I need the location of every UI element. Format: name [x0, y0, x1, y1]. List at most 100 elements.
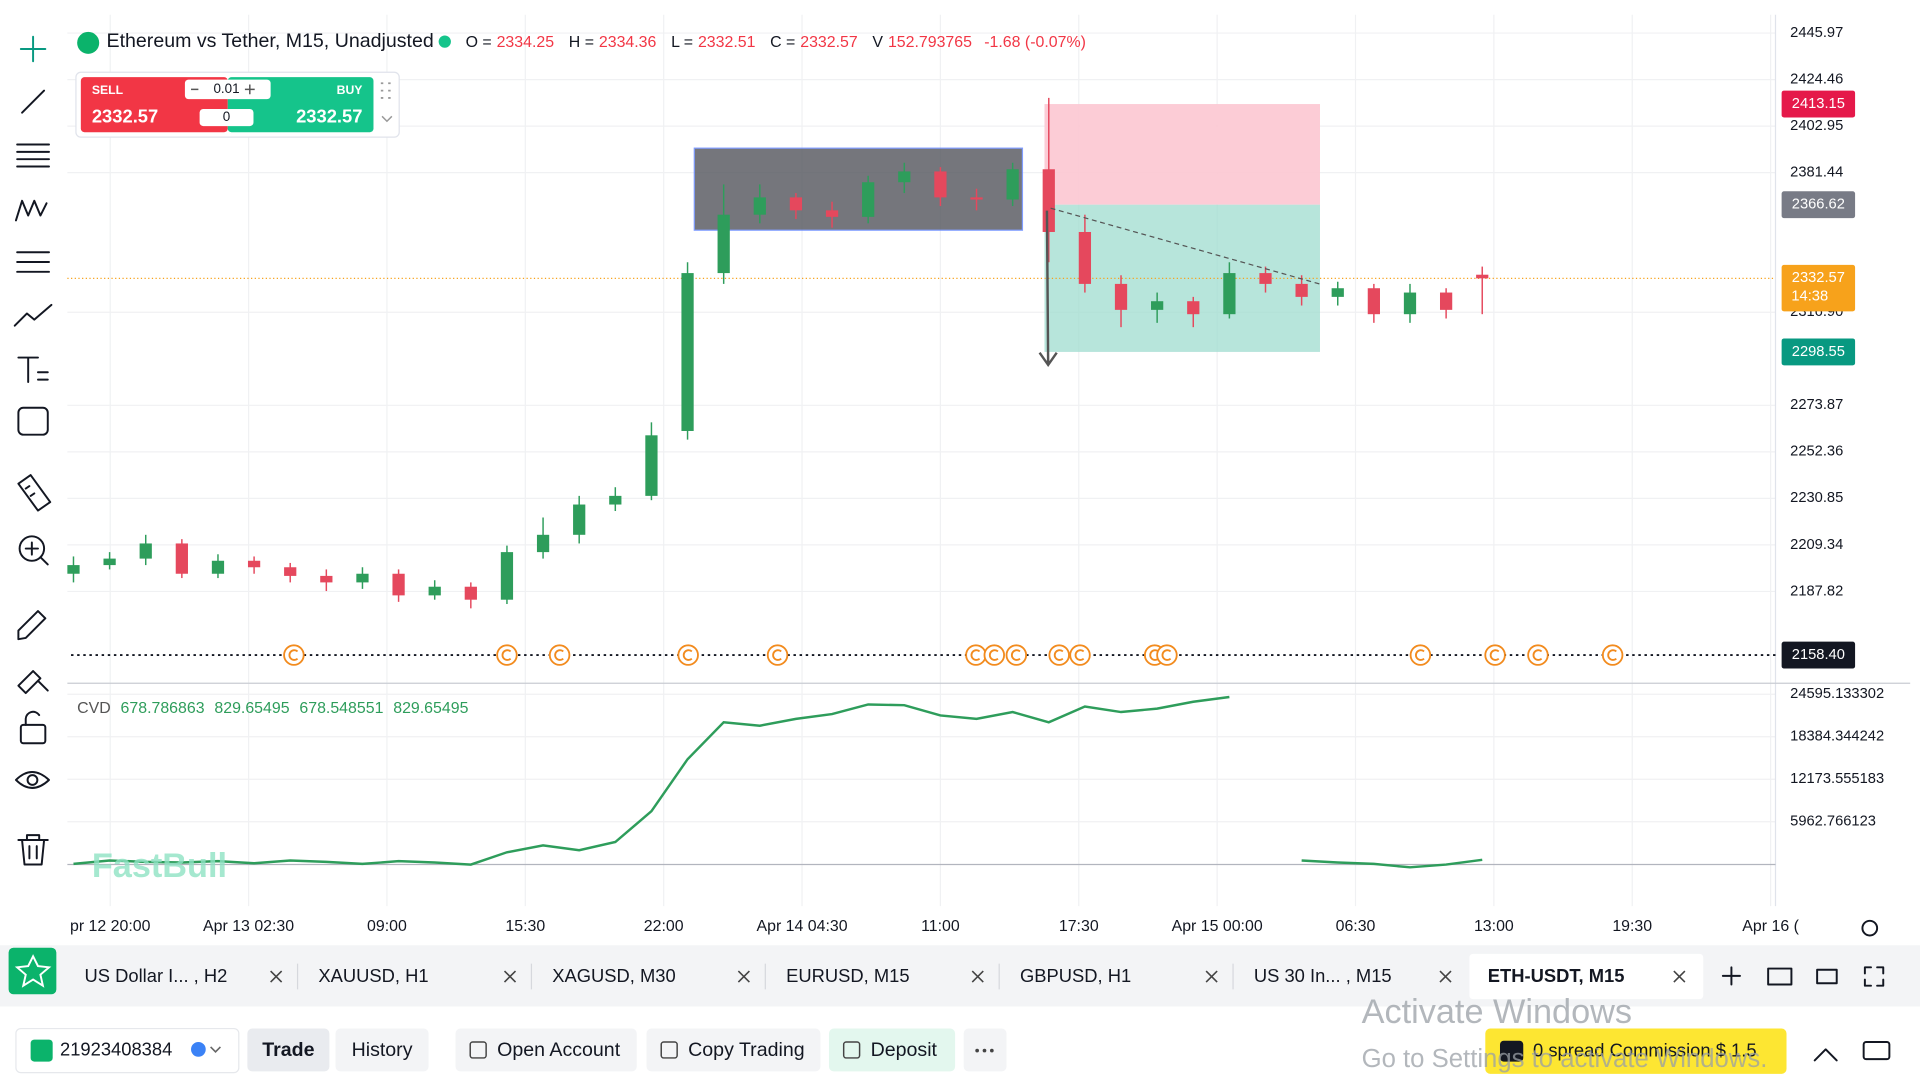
lot-steppers[interactable]: [191, 84, 255, 95]
event-marker[interactable]: [677, 644, 699, 666]
quantity-input[interactable]: [199, 108, 254, 127]
line-tool[interactable]: [21, 89, 46, 114]
pattern-tool[interactable]: [14, 199, 48, 222]
action-label[interactable]: Copy Trading: [688, 1039, 804, 1061]
channel-tool[interactable]: [16, 251, 50, 273]
account-chip[interactable]: [15, 1027, 240, 1074]
price-label-box: [1781, 191, 1856, 219]
action-button[interactable]: [828, 1028, 956, 1072]
bottom-actions: 21923408384 Trade History Open Account Copy …: [15, 1027, 1007, 1074]
tab-label[interactable]: US 30 In... , M15: [1254, 965, 1392, 986]
text-tool[interactable]: [17, 356, 49, 384]
tab-label[interactable]: GBPUSD, H1: [1020, 965, 1131, 986]
crosshair-tool[interactable]: [19, 35, 47, 63]
event-marker[interactable]: [548, 644, 571, 666]
tab-label[interactable]: XAGUSD, M30: [552, 965, 675, 986]
action-button[interactable]: [335, 1028, 429, 1072]
tab-label[interactable]: ETH-USDT, M15: [1488, 965, 1625, 986]
settings-button[interactable]: [1861, 919, 1879, 937]
action-icon: [842, 1041, 861, 1059]
trend-tool[interactable]: [13, 303, 53, 327]
event-marker[interactable]: [1409, 644, 1432, 666]
tab-close[interactable]: [503, 970, 517, 983]
account-logo: [30, 1039, 53, 1062]
layout-button[interactable]: [1767, 967, 1793, 986]
tab-label[interactable]: US Dollar I... , H2: [85, 965, 228, 986]
cvd-legend-value: 829.65495: [214, 700, 289, 717]
price-label-box: [1781, 338, 1856, 366]
tab-active[interactable]: [1469, 953, 1704, 1000]
visibility-pupil: [26, 774, 39, 786]
collapse-button[interactable]: [1813, 1048, 1838, 1062]
account-number: 21923408384: [60, 1038, 172, 1059]
price-label: 2332.57: [1792, 270, 1845, 286]
candle-body: [139, 543, 152, 559]
tab-close[interactable]: [1439, 970, 1452, 983]
candle-body: [1187, 301, 1200, 315]
fullscreen-button[interactable]: [1863, 966, 1885, 987]
event-marker[interactable]: [1069, 644, 1091, 666]
event-marker[interactable]: [1048, 644, 1070, 666]
ohlc-label: O =: [466, 34, 492, 51]
ohlc-value: 2332.51: [698, 34, 756, 51]
brush-tool[interactable]: [17, 670, 49, 695]
drag-handle[interactable]: [380, 82, 391, 99]
tab-close[interactable]: [737, 970, 750, 983]
promo-banner[interactable]: [1485, 1028, 1787, 1074]
plot-area: pr 12 20:00 Apr 13 02:30 09:00 15:30 22:00 Ap…: [67, 14, 1911, 935]
candle-body: [1439, 292, 1453, 310]
candle-body: [1042, 169, 1055, 232]
lock-tool[interactable]: [19, 723, 47, 745]
tab-close[interactable]: [971, 970, 984, 983]
event-marker[interactable]: [1527, 644, 1549, 666]
action-label[interactable]: Open Account: [497, 1039, 621, 1061]
action-button[interactable]: [247, 1028, 330, 1072]
market-status: [438, 35, 451, 48]
tab-label[interactable]: XAUUSD, H1: [318, 965, 428, 986]
tab-close[interactable]: [1673, 970, 1686, 983]
chart-header: Ethereum vs Tether, M15, Unadjusted O = 23…: [107, 30, 1086, 52]
price-label-box: [1781, 641, 1856, 669]
event-marker-glyph: [988, 649, 999, 661]
event-marker[interactable]: [283, 644, 305, 666]
favorites-button[interactable]: [8, 947, 57, 995]
action-label[interactable]: Deposit: [871, 1039, 938, 1061]
candle-body: [609, 495, 622, 505]
add-tab[interactable]: [1721, 966, 1741, 986]
zoom-tool[interactable]: [18, 535, 46, 562]
visibility-tool[interactable]: [14, 771, 50, 789]
panel-button[interactable]: [1862, 1041, 1891, 1061]
sell-price: 2332.57: [92, 105, 158, 126]
tab-close[interactable]: [1205, 970, 1218, 983]
event-marker[interactable]: [1005, 644, 1028, 666]
event-marker[interactable]: [1484, 644, 1506, 666]
tab-close[interactable]: [270, 970, 283, 983]
event-marker[interactable]: [983, 644, 1005, 666]
candle-body: [645, 435, 658, 496]
candle-body: [1114, 283, 1128, 310]
ruler-tool[interactable]: [17, 474, 52, 512]
event-marker[interactable]: [965, 644, 987, 666]
widget-toggle[interactable]: [381, 115, 393, 123]
event-marker[interactable]: [1601, 644, 1624, 666]
delete-tool[interactable]: [17, 834, 49, 866]
emoji-tool[interactable]: [17, 406, 49, 436]
candle-body: [681, 273, 694, 431]
event-marker[interactable]: [496, 644, 518, 666]
action-label[interactable]: History: [352, 1039, 413, 1061]
y-tick-label: 2187.82: [1790, 583, 1843, 599]
action-button[interactable]: [646, 1028, 821, 1072]
event-marker[interactable]: [1156, 644, 1178, 666]
cvd-legend-value: 678.786863: [121, 700, 205, 717]
window-button[interactable]: [1816, 968, 1838, 985]
candle-body: [1078, 231, 1092, 284]
candle-body: [284, 567, 297, 576]
fib-tool[interactable]: [16, 143, 50, 168]
action-button[interactable]: [455, 1028, 637, 1072]
magnet-tool[interactable]: [17, 610, 47, 641]
activation-text: Go to Settings to activate Windows.: [1362, 1045, 1768, 1073]
event-marker[interactable]: [766, 644, 789, 666]
tab-label[interactable]: EURUSD, M15: [786, 965, 909, 986]
action-label[interactable]: Trade: [262, 1039, 314, 1061]
candle-body: [103, 558, 116, 566]
